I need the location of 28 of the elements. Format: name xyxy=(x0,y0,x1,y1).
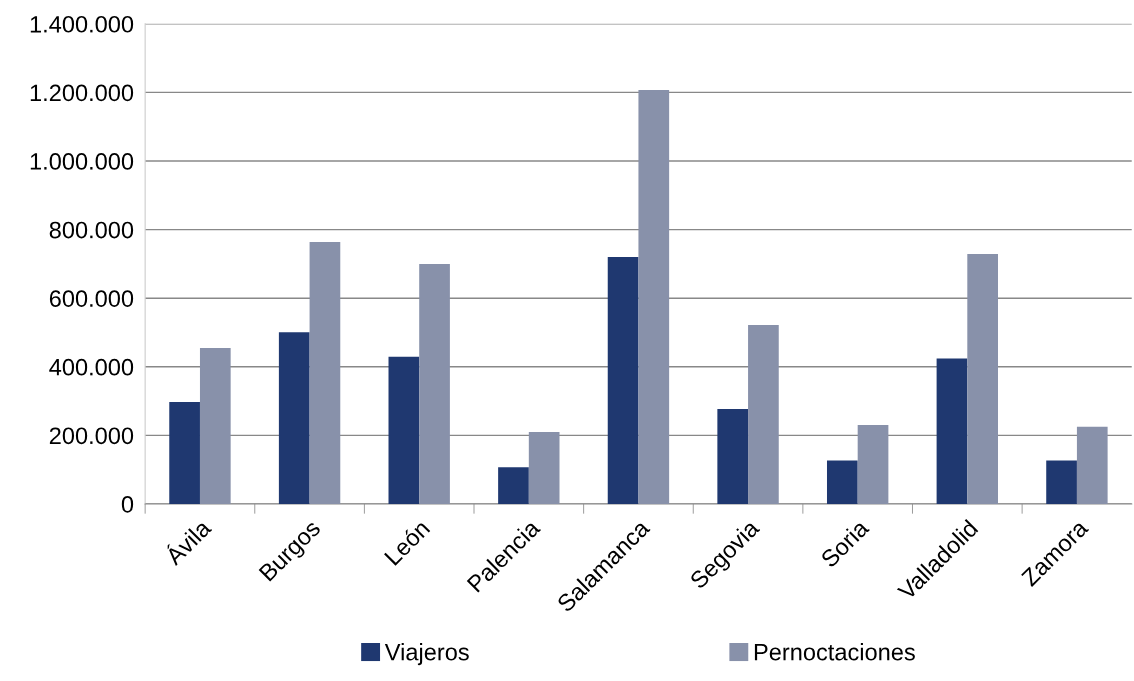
bar xyxy=(717,408,749,504)
y-tick-label: 800.000 xyxy=(49,221,134,239)
bar xyxy=(169,402,200,504)
y-tick-label: 1.400.000 xyxy=(30,15,134,33)
y-tick-label: 600.000 xyxy=(49,290,134,307)
bar xyxy=(309,241,341,504)
bar xyxy=(638,90,670,504)
bar xyxy=(1046,460,1077,504)
bar xyxy=(419,263,450,504)
bar xyxy=(748,324,779,504)
bar xyxy=(1076,426,1108,504)
legend-label: Pernoctaciones xyxy=(754,643,915,661)
y-tick-label: 1.200.000 xyxy=(30,84,134,102)
bar xyxy=(607,257,639,504)
bar xyxy=(936,358,968,504)
y-tick-label: 400.000 xyxy=(49,358,134,376)
y-tick-label: 0 xyxy=(121,496,134,513)
bar xyxy=(388,356,420,504)
y-tick-label: 200.000 xyxy=(49,427,134,445)
y-tick-label: 1.000.000 xyxy=(30,153,134,170)
bar xyxy=(826,460,858,504)
bar xyxy=(278,332,310,504)
bar xyxy=(857,425,889,504)
bar xyxy=(967,253,998,504)
bar xyxy=(498,467,529,504)
bar xyxy=(199,347,231,504)
bar xyxy=(528,431,560,504)
legend-label: Viajeros xyxy=(384,643,469,666)
